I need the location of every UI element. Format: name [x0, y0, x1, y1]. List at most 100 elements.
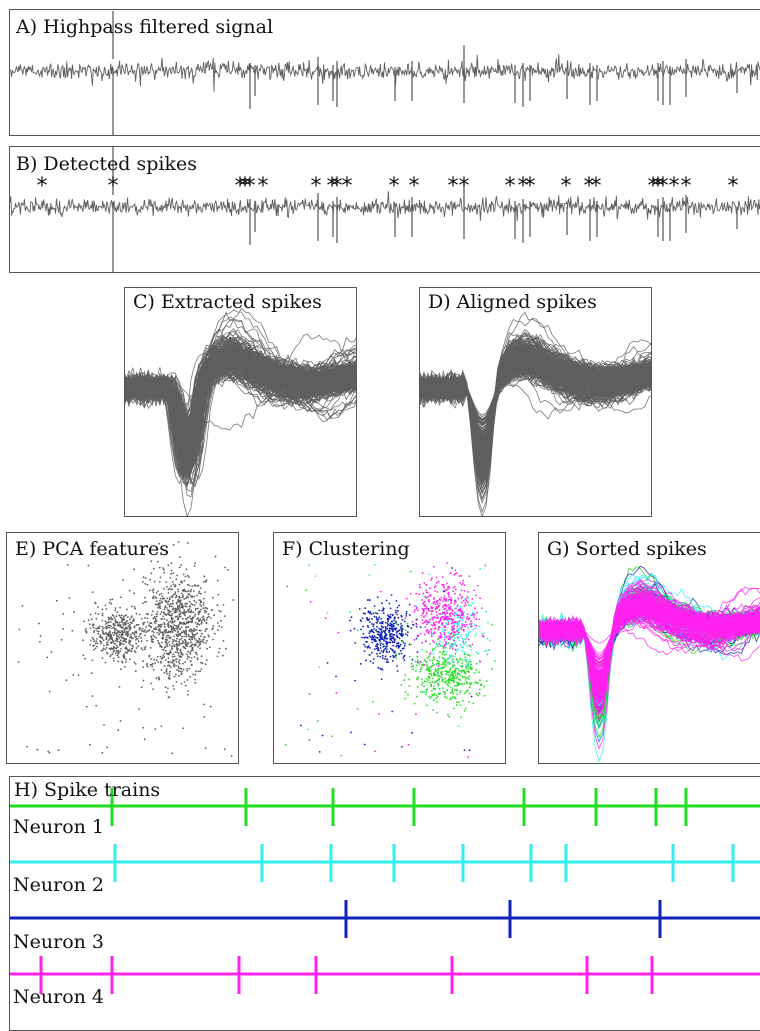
scatter-point [467, 678, 470, 681]
scatter-point [167, 660, 170, 663]
scatter-point [382, 607, 385, 610]
scatter-point [155, 659, 158, 662]
scatter-point [179, 670, 182, 673]
scatter-point [126, 648, 128, 650]
scatter-point [470, 661, 473, 664]
scatter-point [117, 649, 120, 652]
scatter-point [375, 647, 378, 650]
signal-trace-a [10, 11, 760, 135]
scatter-point [464, 602, 467, 604]
scatter-point [168, 664, 170, 667]
scatter-point [177, 588, 179, 591]
scatter-point [419, 632, 422, 635]
scatter-point [421, 572, 424, 574]
scatter-point [199, 618, 202, 621]
scatter-point [436, 695, 439, 698]
scatter-point [144, 596, 146, 599]
scatter-point [439, 632, 442, 634]
scatter-point [447, 671, 450, 674]
scatter-point [185, 626, 187, 629]
scatter-point [116, 611, 119, 614]
scatter-point [181, 640, 184, 643]
scatter-point [175, 673, 177, 676]
scatter-point [212, 625, 215, 627]
scatter-point [464, 671, 466, 674]
scatter-point [111, 627, 113, 630]
scatter-point [389, 655, 392, 658]
scatter-point [113, 646, 115, 649]
scatter-point [152, 591, 155, 594]
scatter-point [411, 621, 414, 623]
scatter-point [444, 681, 447, 684]
scatter-point [444, 691, 446, 694]
outlier-point [203, 716, 206, 718]
scatter-point [151, 597, 154, 599]
scatter-point [91, 636, 94, 639]
scatter-point [454, 669, 457, 671]
scatter-point [461, 610, 464, 613]
scatter-point [214, 555, 217, 558]
scatter-point [430, 579, 432, 581]
scatter-point [425, 640, 427, 643]
scatter-point [92, 626, 95, 629]
detected-spike-marker: * [342, 174, 353, 199]
scatter-point [415, 608, 418, 610]
scatter-point [191, 643, 193, 646]
scatter-point [458, 691, 461, 694]
scatter-point [146, 621, 149, 623]
scatter-point [426, 688, 429, 691]
scatter-point [458, 639, 460, 642]
scatter-point [208, 646, 211, 649]
scatter-point [366, 616, 368, 619]
scatter-point [441, 653, 444, 655]
scatter-point [412, 668, 414, 671]
scatter-point [376, 652, 378, 655]
scatter-point [222, 604, 225, 606]
scatter-point [452, 681, 455, 684]
detected-spike-marker: * [728, 174, 739, 199]
scatter-point [181, 635, 183, 638]
outlier-point [468, 749, 471, 752]
scatter-point [388, 615, 391, 618]
outlier-point [457, 725, 460, 727]
scatter-point [424, 626, 427, 628]
scatter-point [403, 679, 406, 681]
scatter-point [414, 605, 416, 607]
scatter-point [98, 625, 101, 627]
scatter-point [197, 611, 200, 614]
scatter-point [161, 637, 164, 640]
scatter-point [378, 638, 380, 641]
scatter-point [485, 680, 488, 683]
scatter-point [438, 662, 440, 665]
scatter-point [450, 611, 452, 614]
outlier-point [48, 690, 51, 693]
scatter-point [202, 641, 205, 644]
outlier-point [117, 729, 120, 732]
scatter-point [378, 616, 381, 619]
scatter-point [445, 653, 447, 656]
scatter-point [466, 626, 469, 629]
scatter-point [443, 653, 446, 656]
scatter-point [475, 651, 478, 653]
scatter-point [184, 661, 187, 663]
scatter-point [177, 599, 180, 601]
scatter-point [183, 609, 186, 611]
scatter-point [451, 674, 454, 677]
scatter-point [461, 665, 464, 667]
scatter-point [420, 615, 423, 617]
scatter-point [146, 583, 149, 586]
scatter-point [127, 631, 130, 633]
scatter-point [143, 621, 146, 624]
scatter-point [139, 633, 141, 636]
scatter-point [451, 666, 454, 668]
outlier-point [148, 589, 151, 592]
scatter-point [447, 620, 450, 623]
outlier-point [225, 647, 227, 650]
scatter-point [426, 657, 429, 659]
scatter-point [435, 610, 438, 613]
scatter-point [442, 645, 445, 648]
scatter-point [159, 597, 162, 600]
outlier-point [68, 597, 71, 599]
scatter-point [198, 629, 201, 632]
scatter-point [200, 605, 203, 608]
